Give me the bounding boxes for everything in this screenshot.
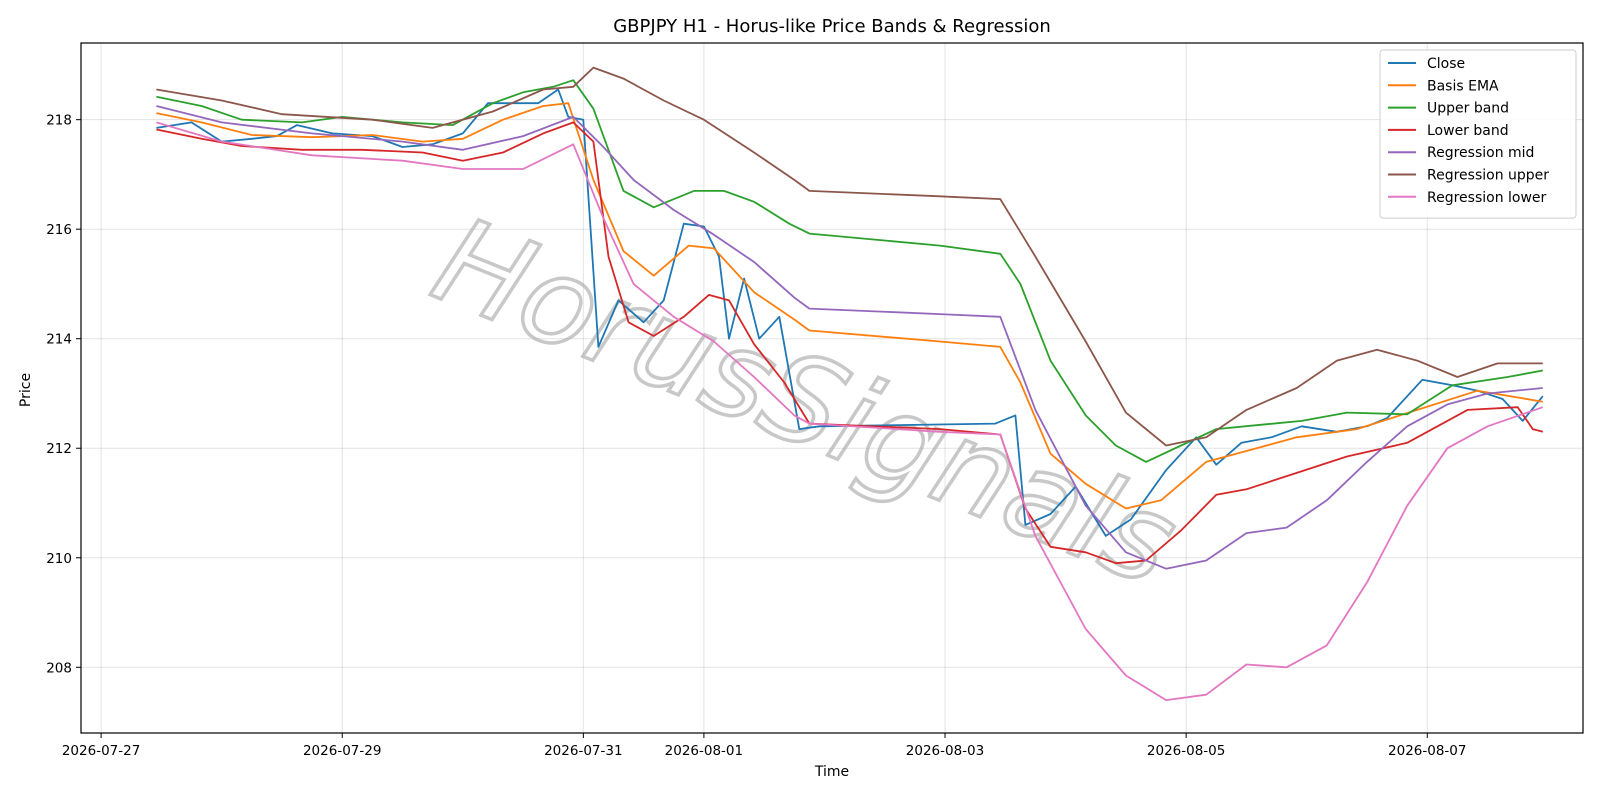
series-line-regression-lower: [156, 121, 1544, 701]
y-axis: 208 210 212 214 216 218: [46, 113, 81, 676]
legend-label-close: Close: [1427, 56, 1465, 72]
y-axis-label: Price: [18, 373, 34, 407]
series-line-close: [156, 88, 1544, 537]
y-tick-label: 208: [46, 660, 72, 676]
x-tick-label: 2026-08-03: [906, 743, 984, 759]
x-tick-label: 2026-07-31: [544, 743, 622, 759]
chart-title: GBPJPY H1 - Horus-like Price Bands & Reg…: [613, 16, 1051, 37]
y-tick-label: 212: [46, 441, 72, 457]
series-line-upper-band: [156, 79, 1543, 463]
legend-label-regression-upper: Regression upper: [1427, 168, 1549, 184]
y-tick-label: 218: [46, 113, 72, 129]
grid: [81, 43, 1583, 733]
series-line-basis-ema: [156, 102, 1543, 510]
x-tick-label: 2026-08-07: [1388, 743, 1466, 759]
legend-label-regression-lower: Regression lower: [1427, 190, 1547, 206]
y-tick-label: 214: [46, 332, 72, 348]
legend-label-regression-mid: Regression mid: [1427, 145, 1534, 161]
legend: Close Basis EMA Upper band Lower band Regres…: [1379, 49, 1577, 219]
plot-frame: [80, 42, 1584, 734]
series-layer: [156, 66, 1544, 701]
x-axis-label: Time: [814, 764, 849, 780]
x-tick-label: 2026-07-27: [62, 743, 140, 759]
series-line-regression-upper: [156, 66, 1543, 447]
legend-label-lower-band: Lower band: [1427, 123, 1509, 139]
series-line-lower-band: [156, 121, 1544, 565]
series-line-regression-mid: [156, 105, 1543, 570]
y-tick-label: 210: [46, 551, 72, 567]
x-tick-label: 2026-07-29: [303, 743, 381, 759]
legend-label-basis-ema: Basis EMA: [1427, 78, 1499, 94]
x-tick-label: 2026-08-01: [665, 743, 743, 759]
legend-box: [1379, 49, 1577, 219]
x-axis: 2026-07-27 2026-07-29 2026-07-31 2026-08-01…: [62, 733, 1467, 759]
legend-label-upper-band: Upper band: [1427, 101, 1509, 117]
x-tick-label: 2026-08-05: [1147, 743, 1225, 759]
y-tick-label: 216: [46, 222, 72, 238]
